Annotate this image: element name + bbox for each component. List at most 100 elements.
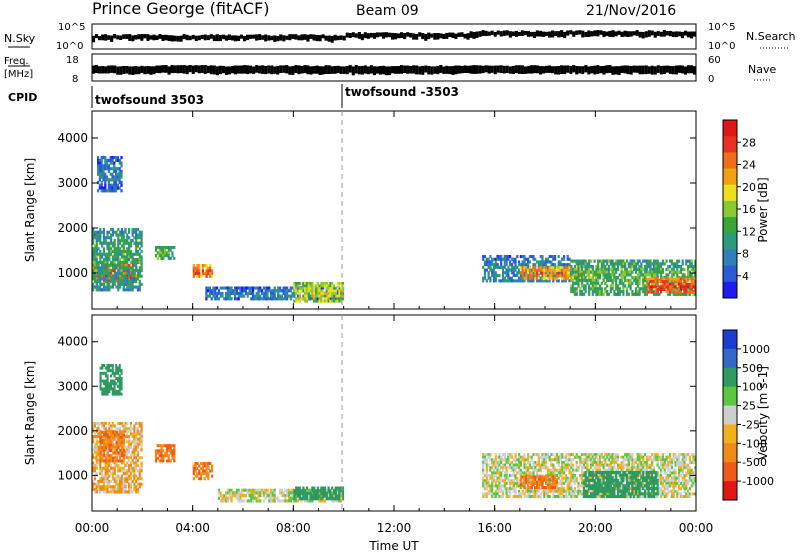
heatmap-cell [307, 488, 310, 492]
heatmap-cell [109, 156, 112, 160]
heatmap-cell [257, 297, 260, 301]
heatmap-cell [634, 276, 638, 280]
heatmap-cell [271, 291, 274, 295]
heatmap-cell [494, 279, 497, 283]
freq-sample [587, 66, 591, 75]
heatmap-cell [108, 427, 111, 431]
heatmap-cell [568, 468, 571, 472]
heatmap-cell [554, 455, 557, 459]
heatmap-cell [99, 379, 102, 383]
nsky-sample [575, 30, 579, 35]
freq-sample [122, 66, 126, 74]
heatmap-cell [483, 484, 487, 488]
heatmap-cell [559, 268, 562, 272]
heatmap-cell [126, 239, 129, 243]
heatmap-cell [654, 273, 657, 277]
heatmap-cell [305, 282, 309, 285]
heatmap-cell [518, 489, 521, 493]
heatmap-cell [581, 262, 584, 266]
heatmap-cell [548, 471, 551, 475]
heatmap-cell [523, 453, 526, 457]
heatmap-cell [307, 496, 310, 500]
heatmap-cell [122, 477, 125, 481]
heatmap-cell [273, 286, 276, 290]
heatmap-cell [104, 172, 107, 176]
heatmap-cell [108, 369, 111, 373]
heatmap-cell [327, 489, 330, 493]
heatmap-cell [111, 466, 114, 470]
heatmap-cell [171, 246, 174, 250]
heatmap-cell [555, 268, 558, 272]
nsky-sample [173, 35, 177, 42]
heatmap-cell [685, 285, 688, 289]
heatmap-cell [133, 432, 136, 436]
heatmap-cell [268, 491, 271, 495]
heatmap-cell [122, 472, 125, 476]
heatmap-cell [656, 277, 659, 281]
heatmap-cell [136, 233, 140, 237]
heatmap-cell [483, 461, 487, 464]
freq-sample [686, 65, 690, 74]
heatmap-cell [325, 491, 328, 495]
heatmap-cell [104, 266, 107, 270]
heatmap-cell [670, 287, 673, 291]
nsky-sample [134, 35, 138, 40]
heatmap-cell [101, 487, 104, 491]
heatmap-cell [205, 289, 208, 293]
heatmap-cell [268, 297, 271, 301]
heatmap-cell [118, 364, 121, 367]
heatmap-cell [498, 476, 501, 480]
heatmap-cell [95, 464, 98, 468]
heatmap-cell [582, 458, 585, 462]
heatmap-cell [102, 477, 105, 481]
heatmap-cell [687, 282, 690, 286]
heatmap-cell [678, 265, 681, 269]
freq-sample [448, 66, 452, 75]
heatmap-cell [584, 267, 587, 271]
heatmap-cell [264, 291, 267, 295]
heatmap-cell [124, 469, 127, 473]
heatmap-cell [111, 364, 114, 367]
nsky-sample [285, 35, 289, 40]
heatmap-cell [244, 494, 247, 498]
heatmap-cell [322, 489, 325, 493]
heatmap-cell [548, 279, 551, 283]
heatmap-cell [543, 453, 546, 457]
heatmap-cell [579, 476, 582, 480]
heatmap-cell [115, 441, 118, 445]
heatmap-cell [313, 494, 316, 498]
heatmap-cell [95, 230, 98, 234]
heatmap-cell [582, 471, 585, 475]
nsky-sample [650, 30, 654, 36]
heatmap-cell [104, 382, 107, 386]
heatmap-cell [652, 262, 656, 266]
heatmap-cell [252, 294, 255, 298]
heatmap-cell [532, 461, 535, 464]
heatmap-cell [106, 271, 109, 275]
heatmap-cell [651, 280, 654, 284]
heatmap-cell [156, 449, 159, 453]
heatmap-cell [338, 284, 341, 288]
heatmap-cell [604, 267, 607, 271]
heatmap-cell [135, 474, 138, 478]
heatmap-cell [120, 180, 123, 185]
freq-sample [611, 66, 615, 75]
heatmap-cell [99, 274, 102, 278]
heatmap-cell [228, 294, 231, 298]
heatmap-cell [678, 292, 681, 296]
heatmap-cell [688, 292, 691, 296]
heatmap-cell [230, 491, 233, 495]
heatmap-cell [102, 485, 105, 489]
heatmap-cell [683, 288, 686, 291]
freq-sample [418, 66, 422, 75]
heatmap-cell [557, 461, 560, 464]
freq-sample [542, 66, 546, 74]
heatmap-cell [573, 492, 576, 496]
freq-sample [92, 65, 96, 74]
heatmap-cell [692, 290, 695, 294]
heatmap-cell [654, 288, 657, 291]
heatmap-cell [311, 494, 314, 498]
heatmap-cell [196, 269, 199, 273]
heatmap-cell [106, 266, 109, 270]
heatmap-cell [336, 488, 339, 492]
